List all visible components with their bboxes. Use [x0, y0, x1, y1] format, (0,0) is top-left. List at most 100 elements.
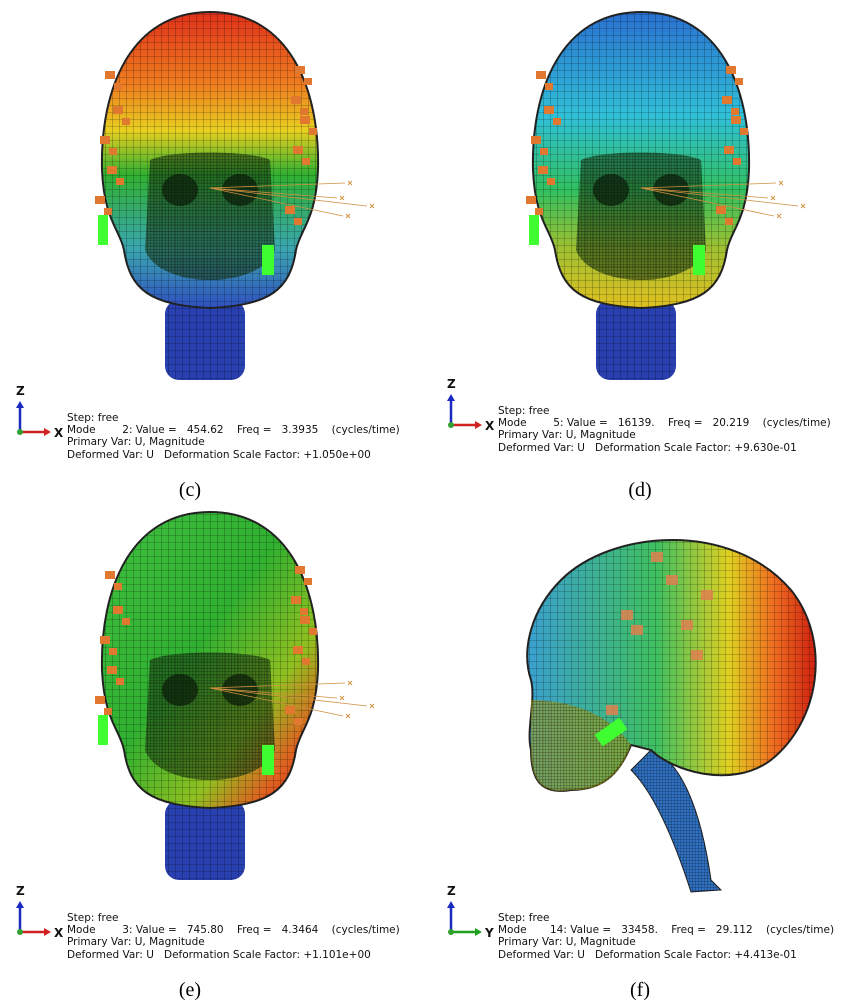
marker — [294, 218, 302, 225]
marker — [621, 610, 633, 620]
marker — [116, 678, 124, 685]
axis-label: X — [54, 426, 64, 440]
neck-mesh — [165, 300, 245, 380]
primary-var: Primary Var: U, Magnitude — [498, 936, 636, 948]
marker — [295, 566, 305, 574]
marker — [726, 66, 736, 74]
primary-var: Primary Var: U, Magnitude — [67, 936, 205, 948]
marker — [666, 575, 678, 585]
marker — [724, 146, 734, 154]
caption: (d) — [628, 479, 651, 501]
marker — [536, 71, 546, 79]
page: ZXStep: freeMode 2: Value = 454.62 Freq … — [0, 0, 862, 1001]
marker — [294, 718, 302, 725]
muscle — [262, 745, 274, 775]
marker — [681, 620, 693, 630]
axis-arrow — [44, 928, 51, 936]
marker — [114, 83, 122, 90]
axis-origin — [448, 422, 454, 428]
orbit — [162, 174, 198, 206]
spring-end — [348, 181, 352, 185]
marker — [547, 178, 555, 185]
deformed-var: Deformed Var: U Deformation Scale Factor… — [498, 442, 797, 454]
marker — [735, 78, 743, 85]
caption: (c) — [179, 479, 201, 501]
marker — [295, 66, 305, 74]
marker — [107, 666, 117, 674]
marker — [293, 646, 303, 654]
spring-end — [779, 181, 783, 185]
marker — [740, 128, 748, 135]
marker — [107, 166, 117, 174]
step: Step: free — [67, 412, 119, 424]
face-mesh — [145, 153, 275, 281]
spring-end — [348, 681, 352, 685]
marker — [526, 196, 536, 204]
marker — [606, 705, 618, 715]
marker — [104, 208, 112, 215]
axis-label: Z — [447, 377, 456, 391]
marker — [553, 118, 561, 125]
mode: Mode 3: Value = 745.80 Freq = 4.3464 (cy… — [67, 924, 400, 936]
marker — [100, 636, 110, 644]
marker — [309, 628, 317, 635]
primary-var: Primary Var: U, Magnitude — [498, 429, 636, 441]
marker — [691, 650, 703, 660]
marker — [725, 218, 733, 225]
marker — [105, 571, 115, 579]
axis-origin — [17, 929, 23, 935]
muscle — [693, 245, 705, 275]
spring-end — [346, 714, 350, 718]
axis-arrow — [447, 394, 455, 401]
marker — [302, 658, 310, 665]
caption: (e) — [179, 979, 201, 1001]
muscle — [98, 715, 108, 745]
marker — [104, 708, 112, 715]
neck-mesh — [596, 300, 676, 380]
marker — [109, 148, 117, 155]
muscle — [262, 245, 274, 275]
marker — [300, 616, 310, 624]
step: Step: free — [67, 912, 119, 924]
marker — [544, 106, 554, 114]
marker — [304, 78, 312, 85]
spring-end — [777, 214, 781, 218]
marker — [631, 625, 643, 635]
marker — [285, 206, 295, 214]
caption: (f) — [630, 979, 650, 1001]
primary-var: Primary Var: U, Magnitude — [67, 436, 205, 448]
spring-end — [370, 204, 374, 208]
axis-label: Z — [16, 884, 25, 898]
marker — [535, 208, 543, 215]
face-mesh — [576, 153, 706, 281]
orbit — [593, 174, 629, 206]
spring-end — [340, 696, 344, 700]
marker — [293, 146, 303, 154]
marker — [716, 206, 726, 214]
axis-arrow — [475, 421, 482, 429]
deformed-var: Deformed Var: U Deformation Scale Factor… — [498, 949, 797, 961]
deformed-var: Deformed Var: U Deformation Scale Factor… — [67, 949, 371, 961]
spring-end — [771, 196, 775, 200]
marker — [122, 118, 130, 125]
muscle — [98, 215, 108, 245]
marker — [531, 136, 541, 144]
mode: Mode 5: Value = 16139. Freq = 20.219 (cy… — [498, 417, 831, 429]
marker — [95, 196, 105, 204]
mode: Mode 14: Value = 33458. Freq = 29.112 (c… — [498, 924, 834, 936]
marker — [291, 96, 301, 104]
step: Step: free — [498, 912, 550, 924]
mode: Mode 2: Value = 454.62 Freq = 3.3935 (cy… — [67, 424, 400, 436]
figure: ZXStep: freeMode 2: Value = 454.62 Freq … — [0, 0, 862, 1001]
marker — [100, 136, 110, 144]
axis-label: X — [485, 419, 495, 433]
marker — [309, 128, 317, 135]
axis-label: X — [54, 926, 64, 940]
marker — [105, 71, 115, 79]
marker — [304, 578, 312, 585]
marker — [722, 96, 732, 104]
marker — [651, 552, 663, 562]
